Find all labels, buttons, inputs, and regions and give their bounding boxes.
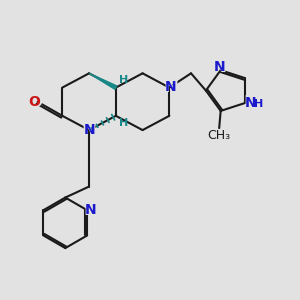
Text: N: N — [163, 78, 178, 96]
Text: N: N — [243, 94, 258, 112]
Text: H: H — [119, 118, 129, 128]
Text: H: H — [254, 99, 263, 109]
Text: N: N — [165, 80, 177, 94]
Text: CH₃: CH₃ — [208, 129, 231, 142]
Text: O: O — [27, 93, 42, 111]
Text: N: N — [82, 121, 97, 139]
Text: O: O — [29, 95, 40, 109]
Text: N: N — [85, 203, 97, 217]
Text: N: N — [213, 60, 225, 74]
Text: H: H — [119, 75, 129, 85]
Polygon shape — [89, 73, 117, 89]
Text: N: N — [83, 123, 95, 137]
Text: N: N — [245, 96, 256, 110]
Text: N: N — [83, 201, 98, 219]
Text: N: N — [212, 58, 227, 76]
